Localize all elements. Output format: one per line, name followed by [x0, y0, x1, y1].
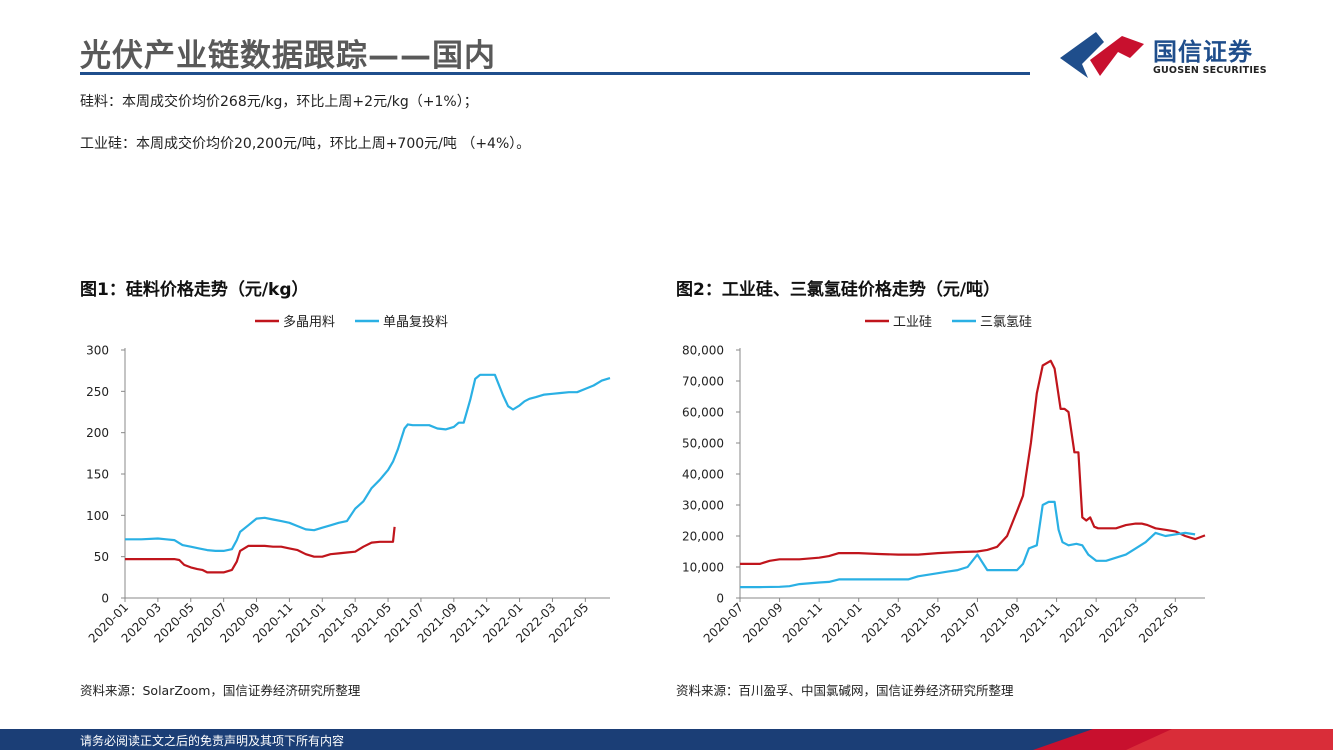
x-tick-label: 2021-09	[978, 600, 1023, 645]
logo-english-name: GUOSEN SECURITIES	[1153, 65, 1267, 76]
legend-label: 单晶复投料	[383, 314, 448, 330]
series-line-2	[740, 500, 1196, 589]
figure1-title: 图1：硅料价格走势（元/kg）	[80, 280, 309, 300]
x-tick-label: 2021-11	[1017, 600, 1062, 645]
y-tick-label: 200	[86, 426, 109, 440]
disclaimer-notice: 请务必阅读正文之后的免责声明及其项下所有内容	[80, 734, 345, 748]
series-line-1	[740, 359, 1206, 565]
legend-label: 三氯氢硅	[980, 315, 1032, 330]
legend-label: 多晶用料	[283, 314, 335, 330]
y-tick-label: 60,000	[682, 406, 724, 420]
y-tick-label: 30,000	[682, 499, 724, 513]
series-line-1	[125, 526, 396, 574]
figure2-title: 图2：工业硅、三氯氢硅价格走势（元/吨）	[676, 280, 1001, 300]
y-tick-label: 50,000	[682, 437, 724, 451]
y-tick-label: 300	[86, 344, 109, 358]
y-tick-label: 40,000	[682, 468, 724, 482]
logo-mark-icon	[1060, 32, 1144, 78]
figure1-chart: 0501001502002503002020-012020-032020-052…	[86, 314, 611, 646]
x-tick-label: 2020-09	[740, 600, 785, 645]
x-tick-label: 2021-03	[859, 600, 904, 645]
y-tick-label: 100	[86, 509, 109, 523]
y-tick-label: 70,000	[682, 375, 724, 389]
y-tick-label: 80,000	[682, 344, 724, 358]
x-tick-label: 2020-11	[780, 600, 825, 645]
series-line-2	[125, 373, 611, 552]
y-tick-label: 150	[86, 468, 109, 482]
y-tick-label: 10,000	[682, 561, 724, 575]
page-title: 光伏产业链数据跟踪——国内	[80, 38, 496, 74]
x-tick-label: 2022-05	[1136, 600, 1181, 645]
title-underline	[80, 72, 1030, 75]
y-tick-label: 0	[101, 592, 109, 606]
footer-accent-light	[1126, 729, 1333, 750]
y-tick-label: 0	[716, 592, 724, 606]
x-tick-label: 2022-03	[1097, 600, 1142, 645]
figure1-source: 资料来源：SolarZoom，国信证券经济研究所整理	[80, 683, 361, 698]
brand-logo: 国信证券 GUOSEN SECURITIES	[1060, 30, 1280, 80]
y-tick-label: 250	[86, 385, 109, 399]
legend-label: 工业硅	[893, 315, 932, 330]
x-tick-label: 2021-05	[899, 600, 944, 645]
x-tick-label: 2020-07	[701, 600, 746, 645]
summary-line-industrial-silicon: 工业硅：本周成交价均价20,200元/吨，环比上周+700元/吨 （+4%）。	[80, 136, 531, 152]
figure2-source: 资料来源：百川盈孚、中国氯碱网，国信证券经济研究所整理	[676, 683, 1014, 698]
logo-chinese-name: 国信证券	[1153, 38, 1253, 66]
page-footer: 请务必阅读正文之后的免责声明及其项下所有内容	[0, 729, 1333, 750]
x-tick-label: 2022-01	[1057, 600, 1102, 645]
x-tick-label: 2021-07	[938, 600, 983, 645]
x-tick-label: 2021-01	[819, 600, 864, 645]
y-tick-label: 50	[94, 550, 109, 564]
y-tick-label: 20,000	[682, 530, 724, 544]
summary-line-silicon-material: 硅料：本周成交价均价268元/kg，环比上周+2元/kg（+1%）；	[80, 94, 478, 110]
figure2-chart: 0 10,000 20,000 30,000 40,000 50,000 60,000 70,…	[682, 315, 1206, 646]
